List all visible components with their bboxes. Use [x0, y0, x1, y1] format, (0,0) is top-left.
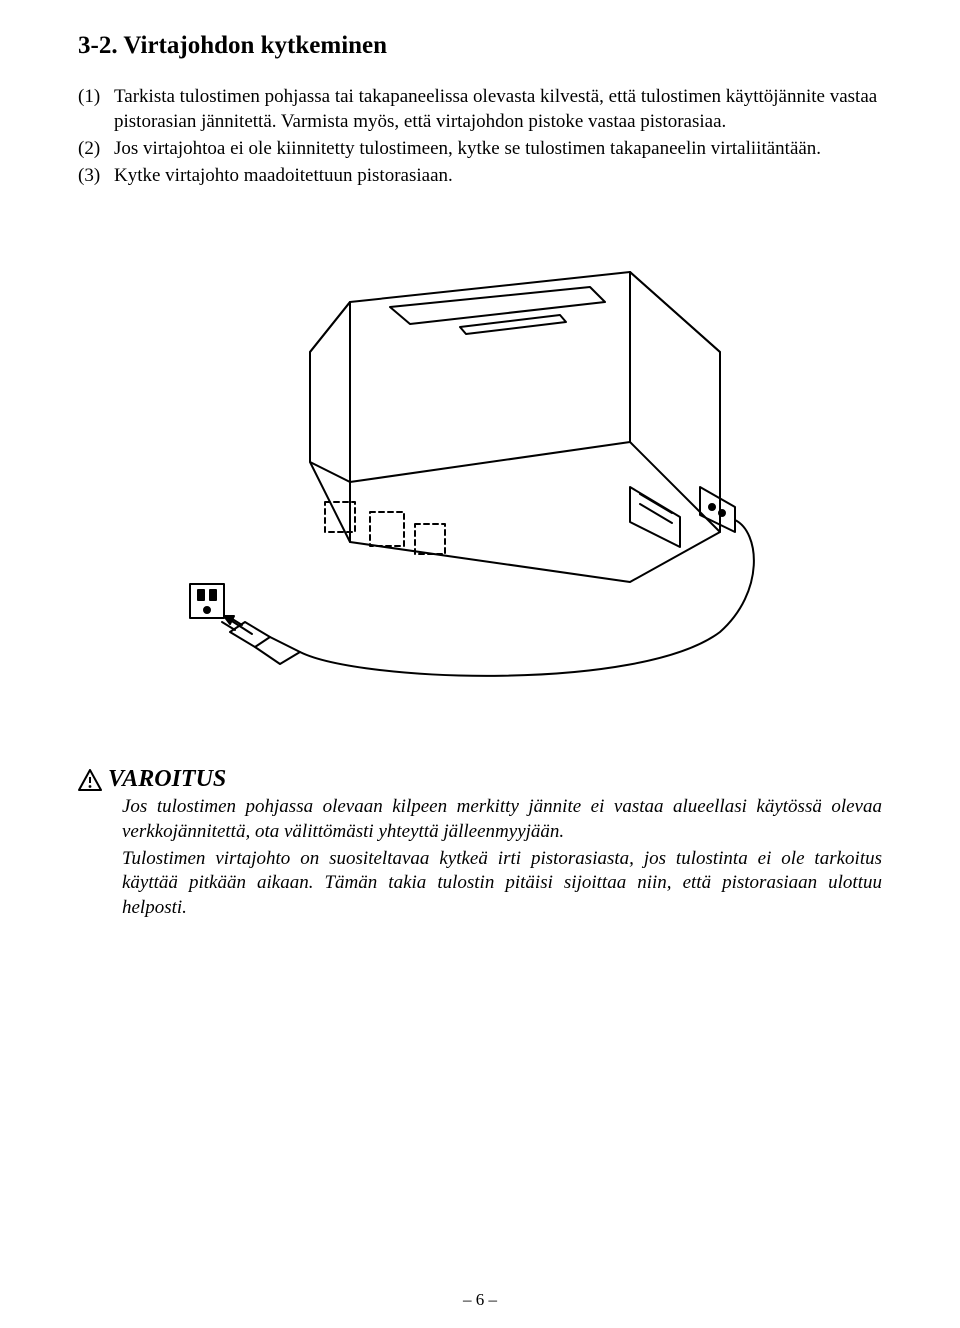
list-text: Jos virtajohtoa ei ole kiinnitetty tulos… — [114, 136, 882, 161]
warning-body: Jos tulostimen pohjassa olevaan kilpeen … — [78, 795, 882, 920]
warning-block: VAROITUS Jos tulostimen pohjassa olevaan… — [78, 766, 882, 920]
list-number: (1) — [78, 84, 114, 134]
warning-title-text: VAROITUS — [108, 766, 226, 793]
instruction-list: (1) Tarkista tulostimen pohjassa tai tak… — [78, 84, 882, 188]
list-item: (3) Kytke virtajohto maadoitettuun pisto… — [78, 163, 882, 188]
list-item: (1) Tarkista tulostimen pohjassa tai tak… — [78, 84, 882, 134]
section-heading: 3-2. Virtajohdon kytkeminen — [78, 32, 882, 60]
list-text: Kytke virtajohto maadoitettuun pistorasi… — [114, 163, 882, 188]
warning-paragraph: Jos tulostimen pohjassa olevaan kilpeen … — [122, 795, 882, 844]
warning-title: VAROITUS — [78, 766, 882, 793]
warning-icon — [78, 769, 102, 791]
warning-paragraph: Tulostimen virtajohto on suositeltavaa k… — [122, 847, 882, 921]
list-number: (2) — [78, 136, 114, 161]
page: 3-2. Virtajohdon kytkeminen (1) Tarkista… — [0, 0, 960, 1328]
printer-illustration — [160, 232, 800, 712]
list-item: (2) Jos virtajohtoa ei ole kiinnitetty t… — [78, 136, 882, 161]
list-text: Tarkista tulostimen pohjassa tai takapan… — [114, 84, 882, 134]
list-number: (3) — [78, 163, 114, 188]
page-number: – 6 – — [0, 1290, 960, 1310]
